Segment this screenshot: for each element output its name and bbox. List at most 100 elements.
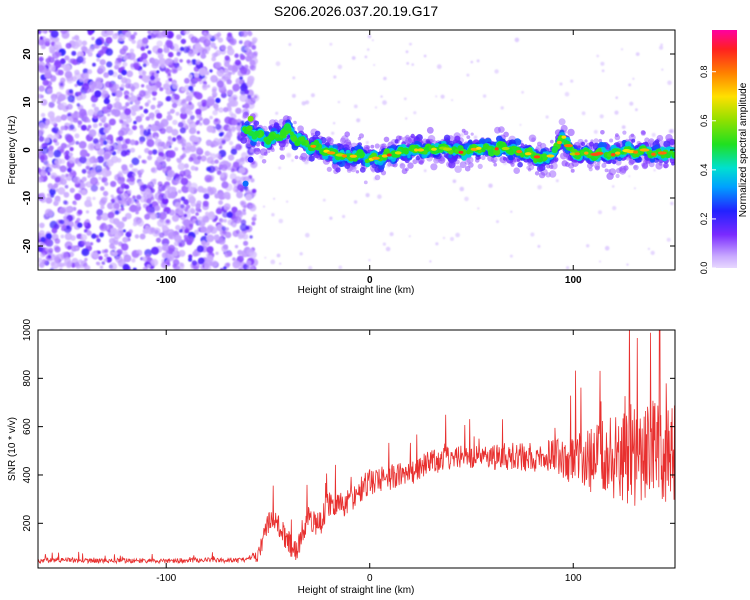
noise-speck [183,199,190,205]
noise-speck [226,47,235,56]
noise-speck [229,111,234,116]
noise-speck [146,86,153,92]
noise-speck [145,254,151,260]
noise-speck [74,133,80,139]
ridge-point [534,171,540,176]
ridge-point [405,167,409,172]
noise-speck [222,211,229,218]
noise-speck [117,57,122,63]
noise-speck [141,159,145,164]
noise-speck [411,63,415,66]
noise-speck [125,212,132,220]
noise-speck [207,212,216,220]
noise-speck [667,80,672,86]
noise-speck [234,59,241,66]
noise-speck [125,83,131,89]
ridge-point [355,170,360,174]
noise-speck [111,108,118,115]
noise-speck [374,106,378,109]
noise-speck [143,108,149,114]
noise-speck [227,64,234,71]
noise-speck [208,152,212,156]
noise-speck [117,140,122,145]
noise-speck [192,136,199,143]
noise-speck [537,244,541,248]
noise-speck [99,232,104,238]
noise-speck [51,175,56,180]
ridge-point [365,159,370,163]
ridge-point [609,138,614,143]
ridge-point [612,160,617,165]
noise-speck [612,206,617,211]
noise-speck [110,180,117,188]
noise-speck [81,240,87,245]
noise-speck [152,97,156,101]
noise-speck [109,251,115,256]
noise-speck [65,42,72,49]
ridge-point [549,139,554,144]
noise-speck [91,169,95,174]
noise-speck [172,69,177,73]
noise-speck [89,81,97,89]
noise-speck [189,223,194,228]
noise-speck [559,82,563,86]
noise-speck [104,249,109,253]
ridge-point [383,136,390,143]
noise-speck [188,121,197,129]
noise-speck [136,44,141,49]
noise-speck [42,117,47,122]
noise-speck [67,144,71,148]
noise-speck [234,244,239,249]
noise-speck [156,162,162,168]
noise-speck [119,48,127,55]
noise-speck [65,74,74,82]
noise-speck [476,59,480,63]
noise-speck [60,114,67,121]
noise-speck [87,124,92,129]
noise-speck [124,184,130,190]
noise-speck [94,165,103,173]
noise-speck [163,83,170,90]
noise-speck [423,54,427,58]
noise-speck [102,167,108,173]
ridge-point [464,165,471,172]
noise-speck [240,219,247,225]
noise-speck [659,45,664,50]
noise-speck [63,151,68,156]
noise-speck [38,136,45,142]
noise-speck [233,96,237,101]
noise-speck [119,119,124,124]
noise-speck [228,154,235,161]
noise-speck [158,184,166,192]
noise-speck [80,45,87,52]
noise-speck [218,237,226,245]
noise-speck [371,39,374,42]
noise-speck [39,36,44,40]
noise-speck [215,251,219,255]
noise-speck [46,88,53,95]
noise-speck [57,129,63,135]
noise-speck [211,56,217,62]
noise-speck [81,176,87,182]
noise-speck [115,222,122,228]
noise-speck [76,222,83,228]
noise-speck [366,48,370,51]
noise-speck [403,97,407,101]
ridge-point [553,157,559,162]
noise-speck [329,42,333,46]
noise-speck [137,96,142,101]
noise-speck [165,79,170,85]
noise-speck [195,59,201,65]
noise-speck [299,252,303,256]
ridge-point [259,148,268,156]
ridge-point [517,161,523,168]
noise-speck [54,37,60,42]
ridge-point [516,158,521,162]
ridge-point [261,159,267,164]
noise-speck [181,98,188,105]
noise-speck [203,193,210,200]
noise-speck [110,198,116,203]
noise-speck [140,46,146,51]
noise-speck [139,105,144,110]
